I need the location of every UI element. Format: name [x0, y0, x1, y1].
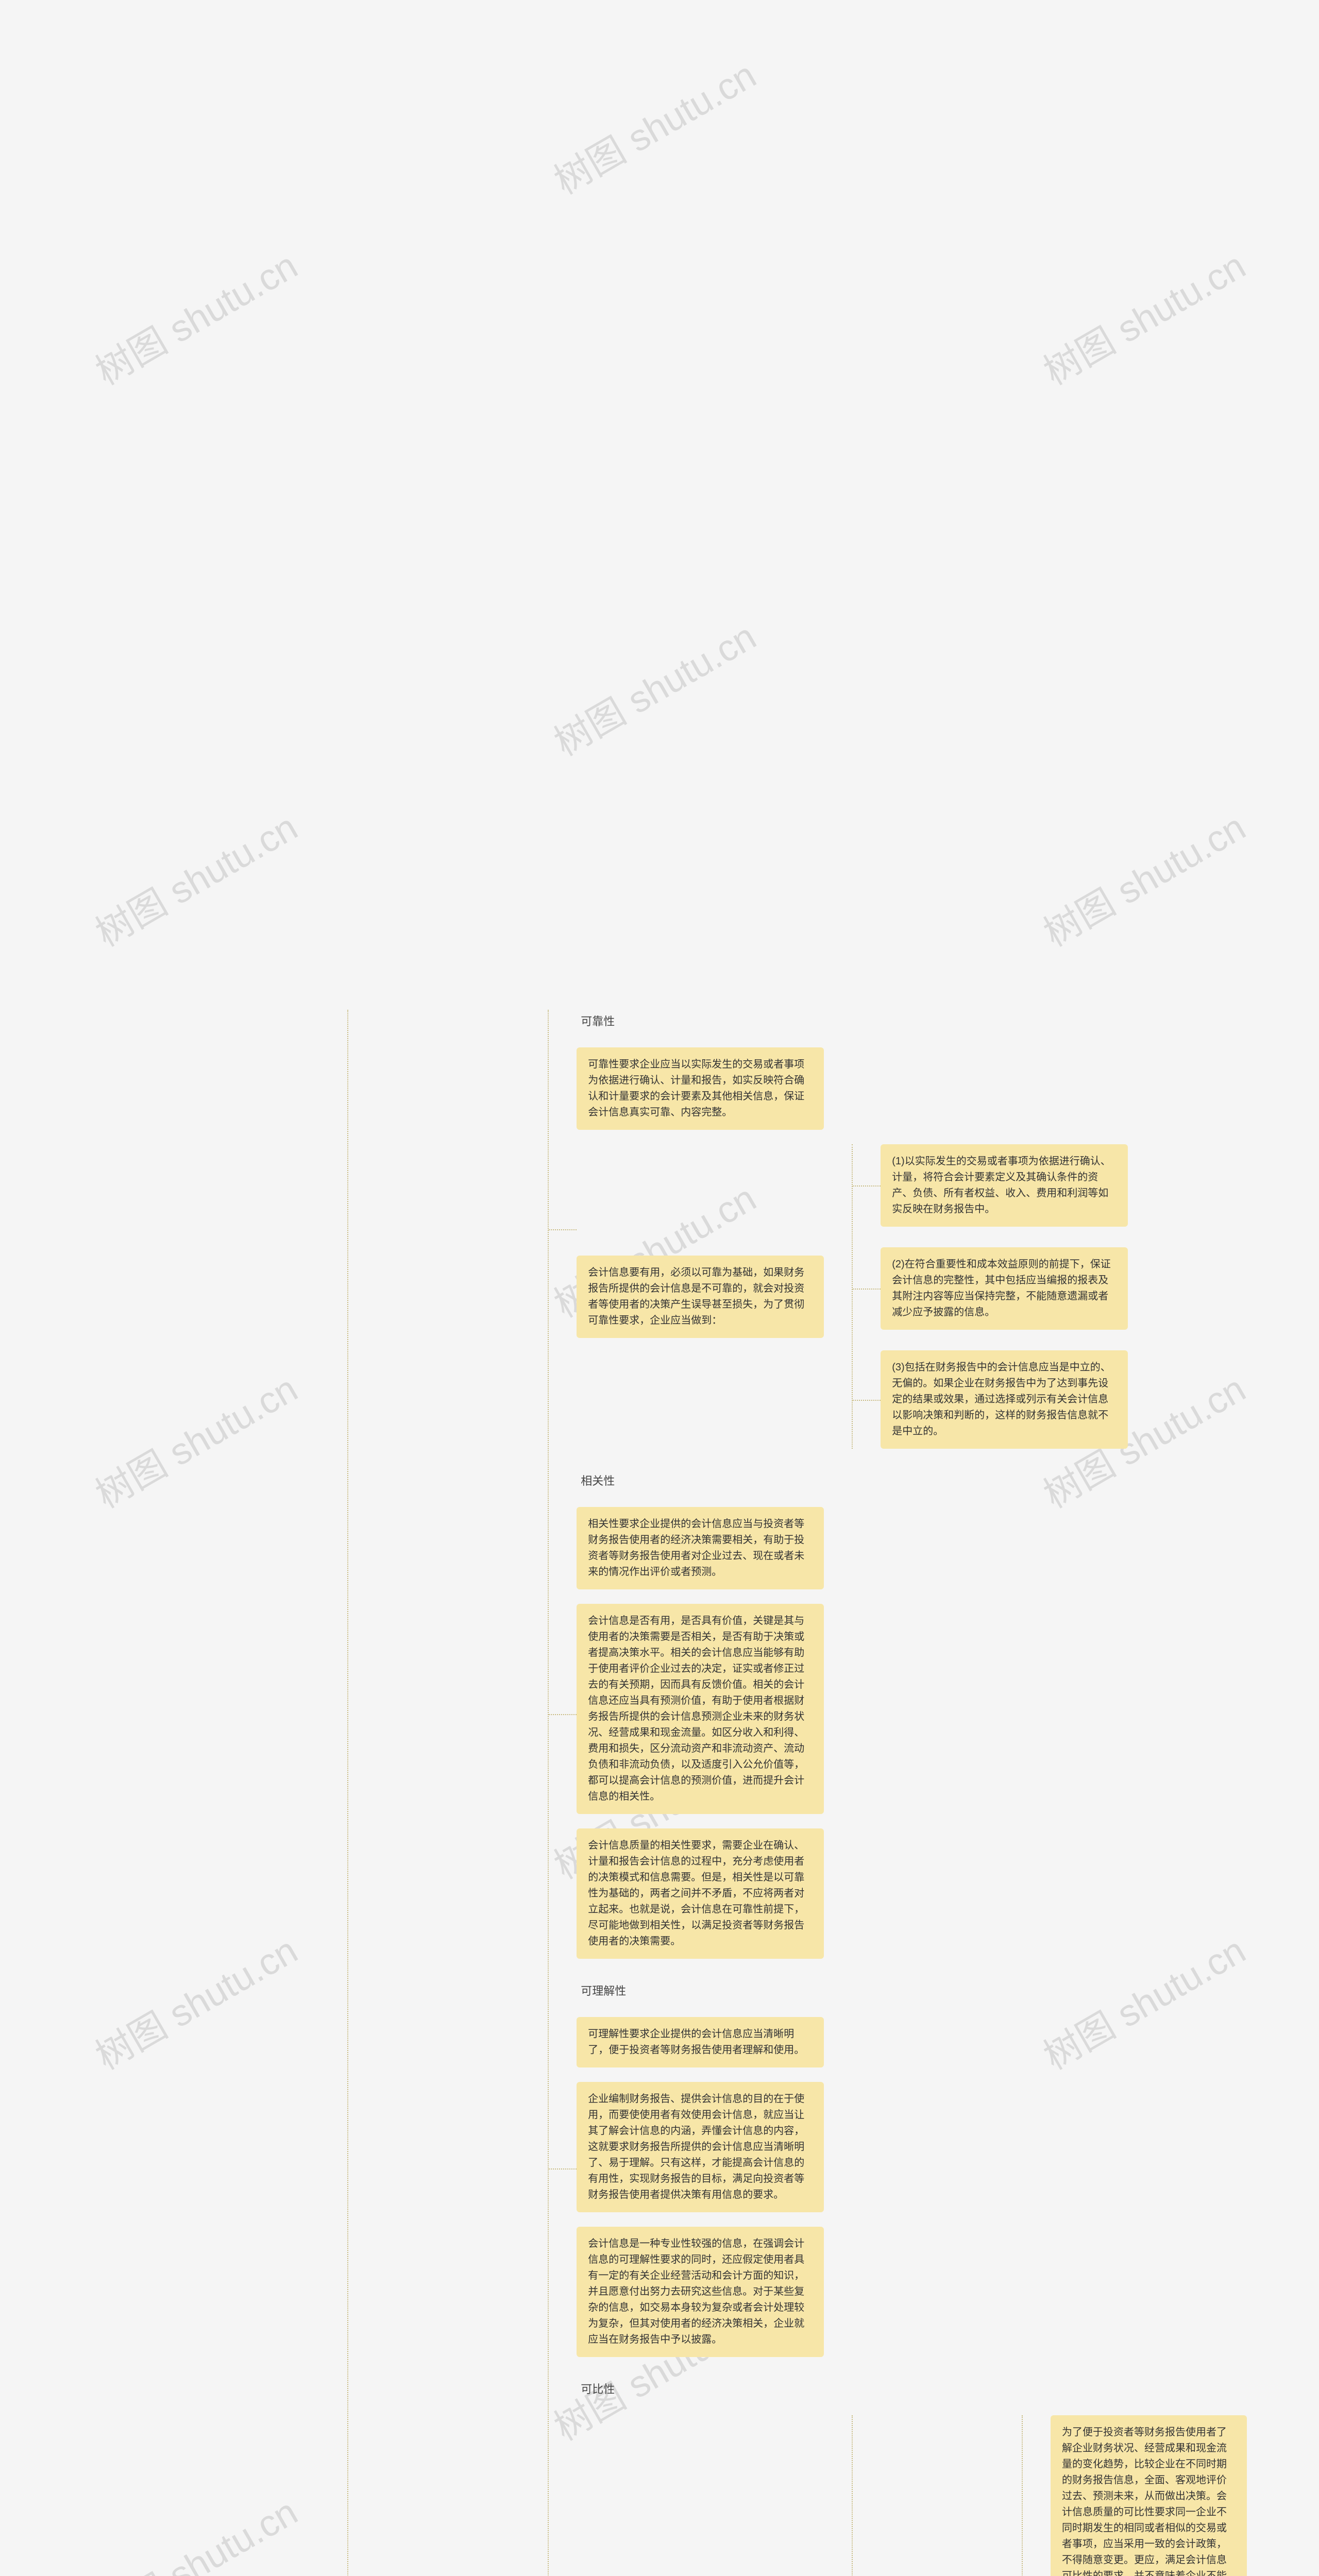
body-node: 可理解性要求企业提供的会计信息应当清晰明了，便于投资者等财务报告使用者理解和使用…	[577, 2017, 824, 2067]
watermark: 树图 shutu.cn	[543, 607, 764, 766]
group-branch: 相关性相关性要求企业提供的会计信息应当与投资者等财务报告使用者的经济决策需要相关…	[577, 1469, 1247, 1959]
group-branch: 可比性可比性要求企业提供的会计信息应当相互可比。主要包括两层含义：(一)同一企业…	[577, 2378, 1247, 2576]
branch: 可比性要求企业提供的会计信息应当相互可比。主要包括两层含义：(一)同一企业不同时…	[577, 2415, 1247, 2576]
intro-node: 可靠性要求企业应当以实际发生的交易或者事项为依据进行确认、计量和报告，如实反映符…	[577, 1047, 824, 1130]
body-node: (2)在符合重要性和成本效益原则的前提下，保证会计信息的完整性，其中包括应当编报…	[881, 1247, 1128, 1330]
heading-node: 可理解性	[577, 1979, 824, 2003]
body-node: 企业编制财务报告、提供会计信息的目的在于使用，而要使使用者有效使用会计信息，就应…	[577, 2082, 824, 2212]
stack: 为了便于投资者等财务报告使用者了解企业财务状况、经营成果和现金流量的变化趋势，比…	[1051, 2415, 1247, 2576]
bridge-node: 会计信息要有用，必须以可靠为基础，如果财务报告所提供的会计信息是不可靠的，就会对…	[577, 1256, 824, 1338]
body-node: 为了便于投资者等财务报告使用者了解企业财务状况、经营成果和现金流量的变化趋势，比…	[1051, 2415, 1247, 2576]
watermark: 树图 shutu.cn	[543, 45, 764, 205]
heading-node: 可靠性	[577, 1010, 824, 1033]
heading-node: 可比性	[577, 2378, 824, 2401]
watermark: 树图 shutu.cn	[1032, 236, 1254, 395]
heading-node: 相关性	[577, 1469, 824, 1493]
branch: (3)包括在财务报告中的会计信息应当是中立的、无偏的。如果企业在财务报告中为了达…	[881, 1350, 1128, 1449]
body-node: 相关性要求企业提供的会计信息应当与投资者等财务报告使用者的经济决策需要相关，有助…	[577, 1507, 824, 1589]
stack: 可理解性可理解性要求企业提供的会计信息应当清晰明了，便于投资者等财务报告使用者理…	[577, 1979, 824, 2357]
branch: 可靠性要求企业应当以实际发生的交易或者事项为依据进行确认、计量和报告，如实反映符…	[577, 1047, 1128, 1130]
watermark: 树图 shutu.cn	[1032, 798, 1254, 957]
stack: 可靠性可靠性要求企业应当以实际发生的交易或者事项为依据进行确认、计量和报告，如实…	[577, 1010, 1128, 1449]
branch: (2)在符合重要性和成本效益原则的前提下，保证会计信息的完整性，其中包括应当编报…	[881, 1247, 1128, 1330]
body-node: 会计信息质量的相关性要求，需要企业在确认、计量和报告会计信息的过程中，充分考虑使…	[577, 1828, 824, 1959]
watermark: 树图 shutu.cn	[84, 798, 306, 957]
branch: (1)以实际发生的交易或者事项为依据进行确认、计量，将符合会计要素定义及其确认条…	[881, 1144, 1128, 1227]
body-node: (3)包括在财务报告中的会计信息应当是中立的、无偏的。如果企业在财务报告中为了达…	[881, 1350, 1128, 1449]
watermark: 树图 shutu.cn	[84, 236, 306, 395]
children: 为了便于投资者等财务报告使用者了解企业财务状况、经营成果和现金流量的变化趋势，比…	[1022, 2415, 1247, 2576]
branch: (一)同一企业不同时期可比为了便于投资者等财务报告使用者了解企业财务状况、经营成…	[881, 2415, 1247, 2576]
body-node: 会计信息是否有用，是否具有价值，关键是其与使用者的决策需要是否相关，是否有助于决…	[577, 1604, 824, 1814]
stack: 相关性相关性要求企业提供的会计信息应当与投资者等财务报告使用者的经济决策需要相关…	[577, 1469, 824, 1959]
body-node: (1)以实际发生的交易或者事项为依据进行确认、计量，将符合会计要素定义及其确认条…	[881, 1144, 1128, 1227]
children: (一)同一企业不同时期可比为了便于投资者等财务报告使用者了解企业财务状况、经营成…	[852, 2415, 1247, 2576]
group-branch: 可靠性可靠性要求企业应当以实际发生的交易或者事项为依据进行确认、计量和报告，如实…	[577, 1010, 1247, 1449]
children: (1)以实际发生的交易或者事项为依据进行确认、计量，将符合会计要素定义及其确认条…	[852, 1144, 1128, 1449]
branch: 会计信息要有用，必须以可靠为基础，如果财务报告所提供的会计信息是不可靠的，就会对…	[577, 1144, 1128, 1449]
mindmap: 2016年中级会计职称《会计实务》精选资料2 第二节 会计信息质量要求 可靠性可…	[72, 1010, 1247, 2576]
group-branch: 可理解性可理解性要求企业提供的会计信息应当清晰明了，便于投资者等财务报告使用者理…	[577, 1979, 1247, 2357]
b: 为了便于投资者等财务报告使用者了解企业财务状况、经营成果和现金流量的变化趋势，比…	[1051, 2415, 1247, 2576]
stack: 可比性可比性要求企业提供的会计信息应当相互可比。主要包括两层含义：(一)同一企业…	[577, 2378, 1247, 2576]
body-node: 会计信息是一种专业性较强的信息，在强调会计信息的可理解性要求的同时，还应假定使用…	[577, 2227, 824, 2357]
